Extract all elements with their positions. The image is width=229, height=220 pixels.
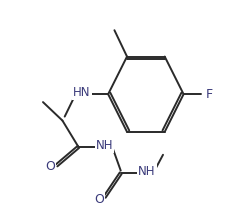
Text: NH: NH <box>138 165 155 178</box>
Text: O: O <box>45 160 55 173</box>
Text: HN: HN <box>73 86 90 99</box>
Text: F: F <box>205 88 212 101</box>
Text: O: O <box>94 193 104 206</box>
Text: NH: NH <box>95 139 113 152</box>
